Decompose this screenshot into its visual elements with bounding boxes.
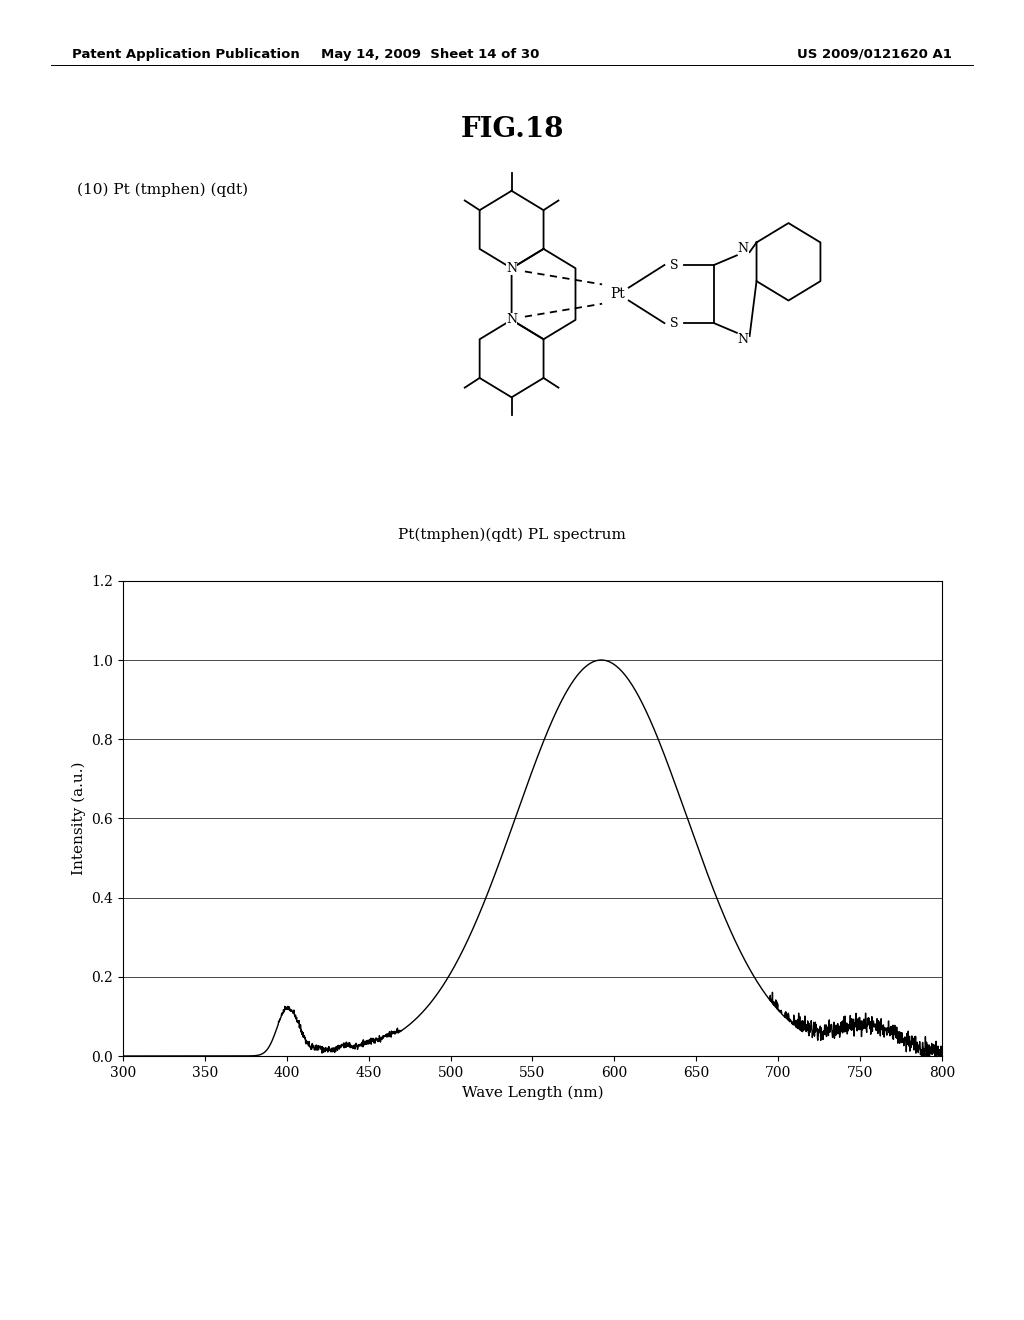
Text: (10) Pt (tmphen) (qdt): (10) Pt (tmphen) (qdt) [77,182,248,197]
Text: N: N [737,243,749,255]
Text: N: N [737,333,749,346]
Text: N: N [506,313,517,326]
Text: Patent Application Publication: Patent Application Publication [72,48,299,61]
Y-axis label: Intensity (a.u.): Intensity (a.u.) [72,762,86,875]
X-axis label: Wave Length (nm): Wave Length (nm) [462,1085,603,1100]
Text: US 2009/0121620 A1: US 2009/0121620 A1 [798,48,952,61]
Text: Pt(tmphen)(qdt) PL spectrum: Pt(tmphen)(qdt) PL spectrum [398,528,626,543]
Text: S: S [670,317,678,330]
Text: N: N [506,261,517,275]
Text: S: S [670,259,678,272]
Text: May 14, 2009  Sheet 14 of 30: May 14, 2009 Sheet 14 of 30 [321,48,540,61]
Text: Pt: Pt [610,286,626,301]
Text: FIG.18: FIG.18 [460,116,564,143]
